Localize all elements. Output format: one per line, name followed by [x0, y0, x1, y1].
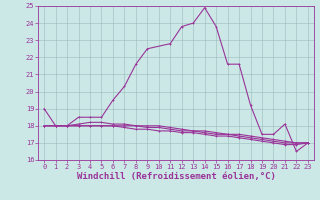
- X-axis label: Windchill (Refroidissement éolien,°C): Windchill (Refroidissement éolien,°C): [76, 172, 276, 181]
